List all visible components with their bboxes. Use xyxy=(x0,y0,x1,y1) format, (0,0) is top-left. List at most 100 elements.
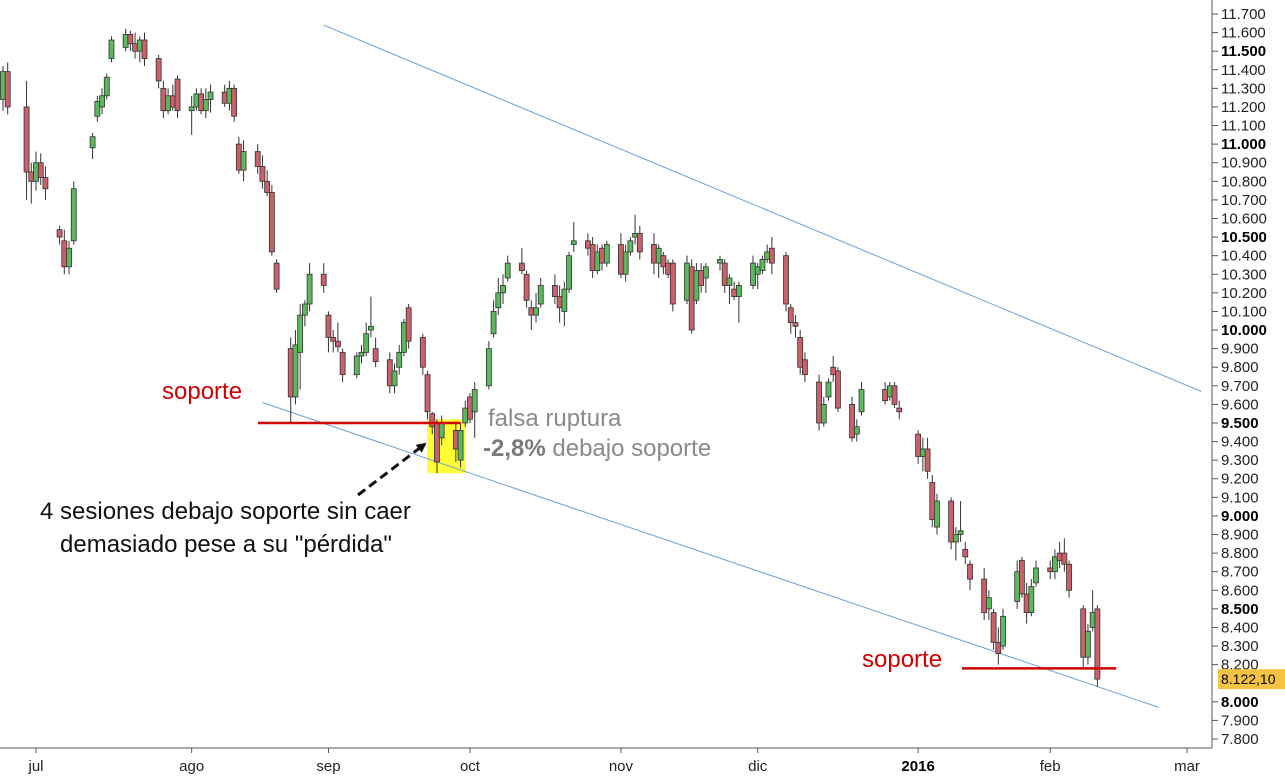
candle-body xyxy=(990,612,997,643)
candle-body xyxy=(70,188,77,242)
x-tick-label: ago xyxy=(179,758,204,775)
candle xyxy=(405,304,412,349)
y-tick-label: 8.700 xyxy=(1221,564,1259,581)
candle-body xyxy=(1094,608,1101,680)
candle xyxy=(924,437,931,479)
candle xyxy=(853,419,860,442)
candle xyxy=(386,352,393,394)
candle-body xyxy=(802,359,808,376)
candle xyxy=(259,155,266,189)
candle-body xyxy=(627,240,634,253)
candle xyxy=(1061,538,1068,572)
candle-body xyxy=(471,389,478,413)
candle-body xyxy=(23,106,30,173)
candle xyxy=(273,259,280,293)
annotations: soporte soporte falsa ruptura -2,8% deba… xyxy=(40,378,994,673)
candle-body xyxy=(962,548,969,558)
candle-body xyxy=(882,389,888,402)
candle-body xyxy=(28,171,35,182)
candle xyxy=(188,95,195,135)
candle-body xyxy=(297,314,304,353)
candle xyxy=(169,84,176,111)
y-tick-label: 7.900 xyxy=(1221,712,1259,729)
candle-body xyxy=(320,273,327,286)
candle xyxy=(962,541,969,565)
candle xyxy=(94,95,101,122)
candle-body xyxy=(768,247,775,264)
candle-body xyxy=(528,307,535,316)
candle-body xyxy=(325,314,332,338)
candle-body xyxy=(268,192,275,253)
candle xyxy=(528,300,535,331)
candle-body xyxy=(594,251,601,271)
candle xyxy=(783,251,789,312)
candle-body xyxy=(335,340,341,348)
candle-body xyxy=(589,244,596,271)
candle-body xyxy=(202,99,209,112)
candle-body xyxy=(896,407,903,413)
candle-body xyxy=(132,43,138,52)
candle xyxy=(4,62,11,115)
candle-body xyxy=(1028,586,1035,613)
candle xyxy=(122,28,129,52)
candle xyxy=(585,233,591,256)
candle-body xyxy=(103,76,110,97)
y-tick-label: 8.400 xyxy=(1221,619,1259,636)
candle-body xyxy=(254,151,261,167)
candle xyxy=(651,233,657,275)
candle xyxy=(835,367,841,412)
candle-body xyxy=(632,232,638,238)
channel-lines xyxy=(262,24,1202,708)
candle xyxy=(301,300,308,327)
candle xyxy=(594,244,601,275)
false-break-percent-line: -2,8% debajo soporte xyxy=(483,435,711,462)
candle xyxy=(802,352,808,383)
candle-body xyxy=(108,39,115,60)
candle xyxy=(886,382,893,401)
candle xyxy=(858,382,865,416)
candle xyxy=(566,251,572,293)
candle xyxy=(462,400,469,427)
candle-body xyxy=(4,71,11,108)
candle xyxy=(424,370,431,420)
candle-body xyxy=(292,344,299,398)
x-tick-label: sep xyxy=(316,758,340,775)
y-tick-label: 9.900 xyxy=(1221,341,1259,358)
candle-body xyxy=(61,240,68,268)
candle-body xyxy=(981,578,988,613)
candle xyxy=(165,88,171,115)
candle-body xyxy=(221,91,228,104)
candle xyxy=(0,66,6,111)
candle-body xyxy=(754,266,761,275)
y-tick-label: 11.500 xyxy=(1221,43,1266,60)
y-tick-label: 9.800 xyxy=(1221,359,1259,376)
candle xyxy=(23,80,30,200)
y-tick-label: 11.300 xyxy=(1221,80,1266,97)
candle-body xyxy=(99,95,105,108)
candle-body xyxy=(537,285,544,305)
candle-body xyxy=(226,87,233,104)
candle-body xyxy=(434,422,440,463)
candle xyxy=(849,396,855,442)
candle xyxy=(335,322,341,353)
candle-body xyxy=(160,87,167,112)
candle-body xyxy=(636,232,643,253)
candle xyxy=(1085,623,1091,665)
candle-body xyxy=(165,95,171,112)
candle xyxy=(967,560,973,591)
candle-body xyxy=(485,348,492,387)
candles xyxy=(0,28,1101,687)
candle-body xyxy=(155,58,162,82)
candle xyxy=(198,88,205,115)
candle xyxy=(500,274,506,304)
candle xyxy=(363,322,370,357)
candle-body xyxy=(287,348,294,398)
candle-body xyxy=(651,244,657,264)
candle-body xyxy=(401,322,407,353)
candle-body xyxy=(429,413,436,428)
candle xyxy=(735,281,742,323)
x-tick-label: jul xyxy=(27,758,43,775)
candle xyxy=(193,88,200,111)
candle xyxy=(1023,582,1030,624)
candle-body xyxy=(787,307,794,323)
